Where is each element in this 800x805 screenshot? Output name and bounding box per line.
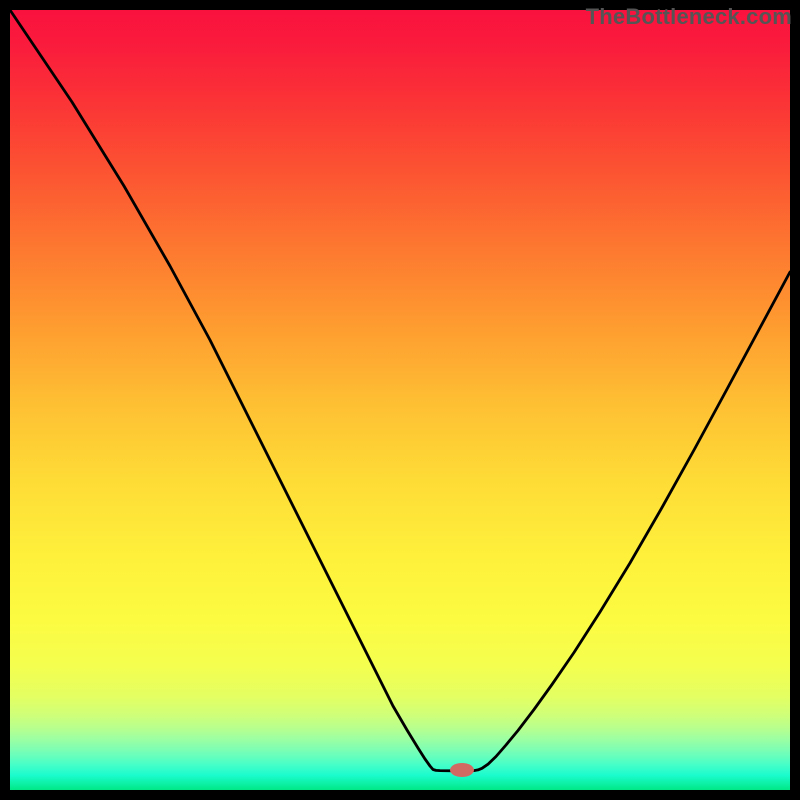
bottleneck-chart: TheBottleneck.com bbox=[0, 0, 800, 800]
chart-svg bbox=[0, 0, 800, 800]
optimal-marker bbox=[450, 763, 474, 777]
gradient-background bbox=[10, 10, 790, 790]
watermark-label: TheBottleneck.com bbox=[586, 4, 792, 30]
